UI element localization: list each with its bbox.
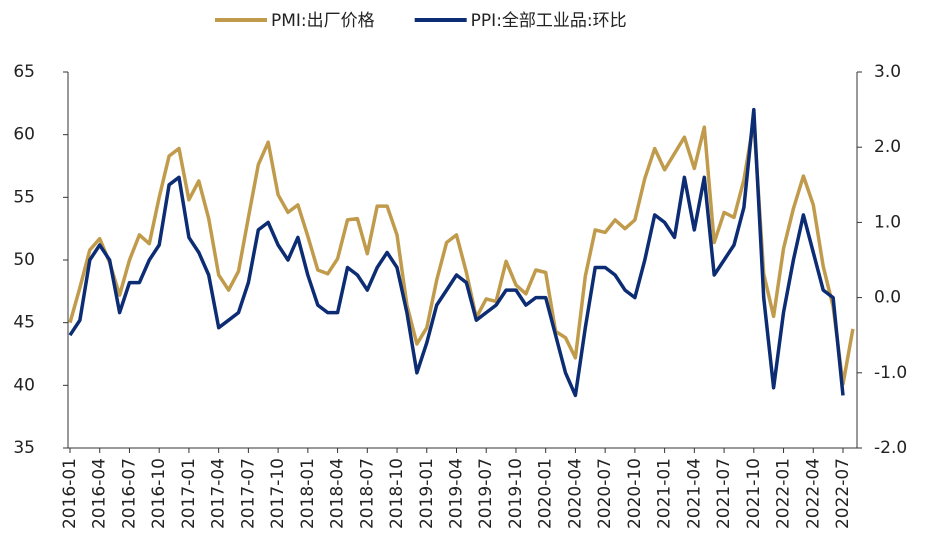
x-tick-label: 2016-04	[90, 458, 110, 529]
y-tick-label: 50	[13, 250, 35, 270]
x-tick-label: 2022-04	[803, 458, 823, 529]
x-tick-label: 2016-10	[149, 458, 169, 529]
y2-tick-label: 0.0	[874, 288, 901, 308]
series-line	[68, 107, 845, 398]
x-tick-label: 2018-07	[357, 458, 377, 529]
x-tick-label: 2016-01	[60, 458, 80, 529]
series-line	[68, 119, 855, 386]
y2-tick-label: 2.0	[874, 137, 901, 157]
x-tick-label: 2021-01	[655, 458, 675, 529]
x-tick-label: 2019-01	[417, 458, 437, 529]
y-tick-label: 35	[13, 438, 35, 458]
x-tick-label: 2018-01	[298, 458, 318, 529]
x-tick-label: 2020-04	[565, 458, 585, 529]
x-tick-label: 2020-01	[536, 458, 556, 529]
legend-label: PMI:出厂价格	[271, 11, 375, 31]
legend-label: PPI:全部工业品:环比	[471, 11, 627, 31]
y-tick-label: 65	[13, 62, 35, 82]
y-tick-label: 60	[13, 125, 35, 145]
x-tick-label: 2017-10	[268, 458, 288, 529]
y-tick-label: 55	[13, 187, 35, 207]
x-tick-label: 2017-04	[209, 458, 229, 529]
x-tick-label: 2021-04	[684, 458, 704, 529]
x-tick-label: 2016-07	[119, 458, 139, 529]
x-tick-label: 2019-04	[447, 458, 467, 529]
x-tick-label: 2020-10	[625, 458, 645, 529]
x-tick-label: 2019-07	[476, 458, 496, 529]
y-tick-label: 45	[13, 313, 35, 333]
x-tick-label: 2022-07	[833, 458, 853, 529]
y2-tick-label: -2.0	[874, 438, 907, 458]
x-tick-label: 2017-07	[238, 458, 258, 529]
y2-tick-label: -1.0	[874, 363, 907, 383]
x-tick-label: 2020-07	[595, 458, 615, 529]
x-tick-label: 2017-01	[179, 458, 199, 529]
y2-tick-label: 1.0	[874, 212, 901, 232]
x-tick-label: 2018-04	[328, 458, 348, 529]
y-tick-label: 40	[13, 375, 35, 395]
y2-tick-label: 3.0	[874, 62, 901, 82]
x-tick-label: 2018-10	[387, 458, 407, 529]
x-tick-label: 2019-10	[506, 458, 526, 529]
x-tick-label: 2022-01	[774, 458, 794, 529]
x-tick-label: 2021-07	[714, 458, 734, 529]
x-tick-label: 2021-10	[744, 458, 764, 529]
